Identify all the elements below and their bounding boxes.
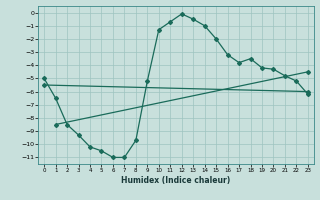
X-axis label: Humidex (Indice chaleur): Humidex (Indice chaleur)	[121, 176, 231, 185]
